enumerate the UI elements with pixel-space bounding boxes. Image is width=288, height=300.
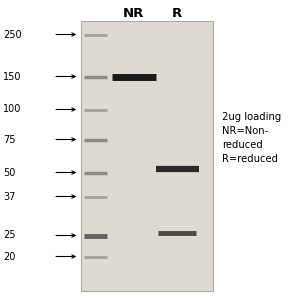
- Text: 25: 25: [3, 230, 15, 241]
- Text: 37: 37: [3, 191, 15, 202]
- Bar: [81, 21, 213, 291]
- Text: 20: 20: [3, 251, 15, 262]
- Text: 75: 75: [3, 134, 15, 145]
- Text: 50: 50: [3, 167, 15, 178]
- Text: 100: 100: [3, 104, 21, 115]
- Text: NR: NR: [123, 7, 145, 20]
- Text: 150: 150: [3, 71, 21, 82]
- Text: 2ug loading
NR=Non-
reduced
R=reduced: 2ug loading NR=Non- reduced R=reduced: [222, 112, 281, 164]
- Text: 250: 250: [3, 29, 22, 40]
- Text: R: R: [172, 7, 182, 20]
